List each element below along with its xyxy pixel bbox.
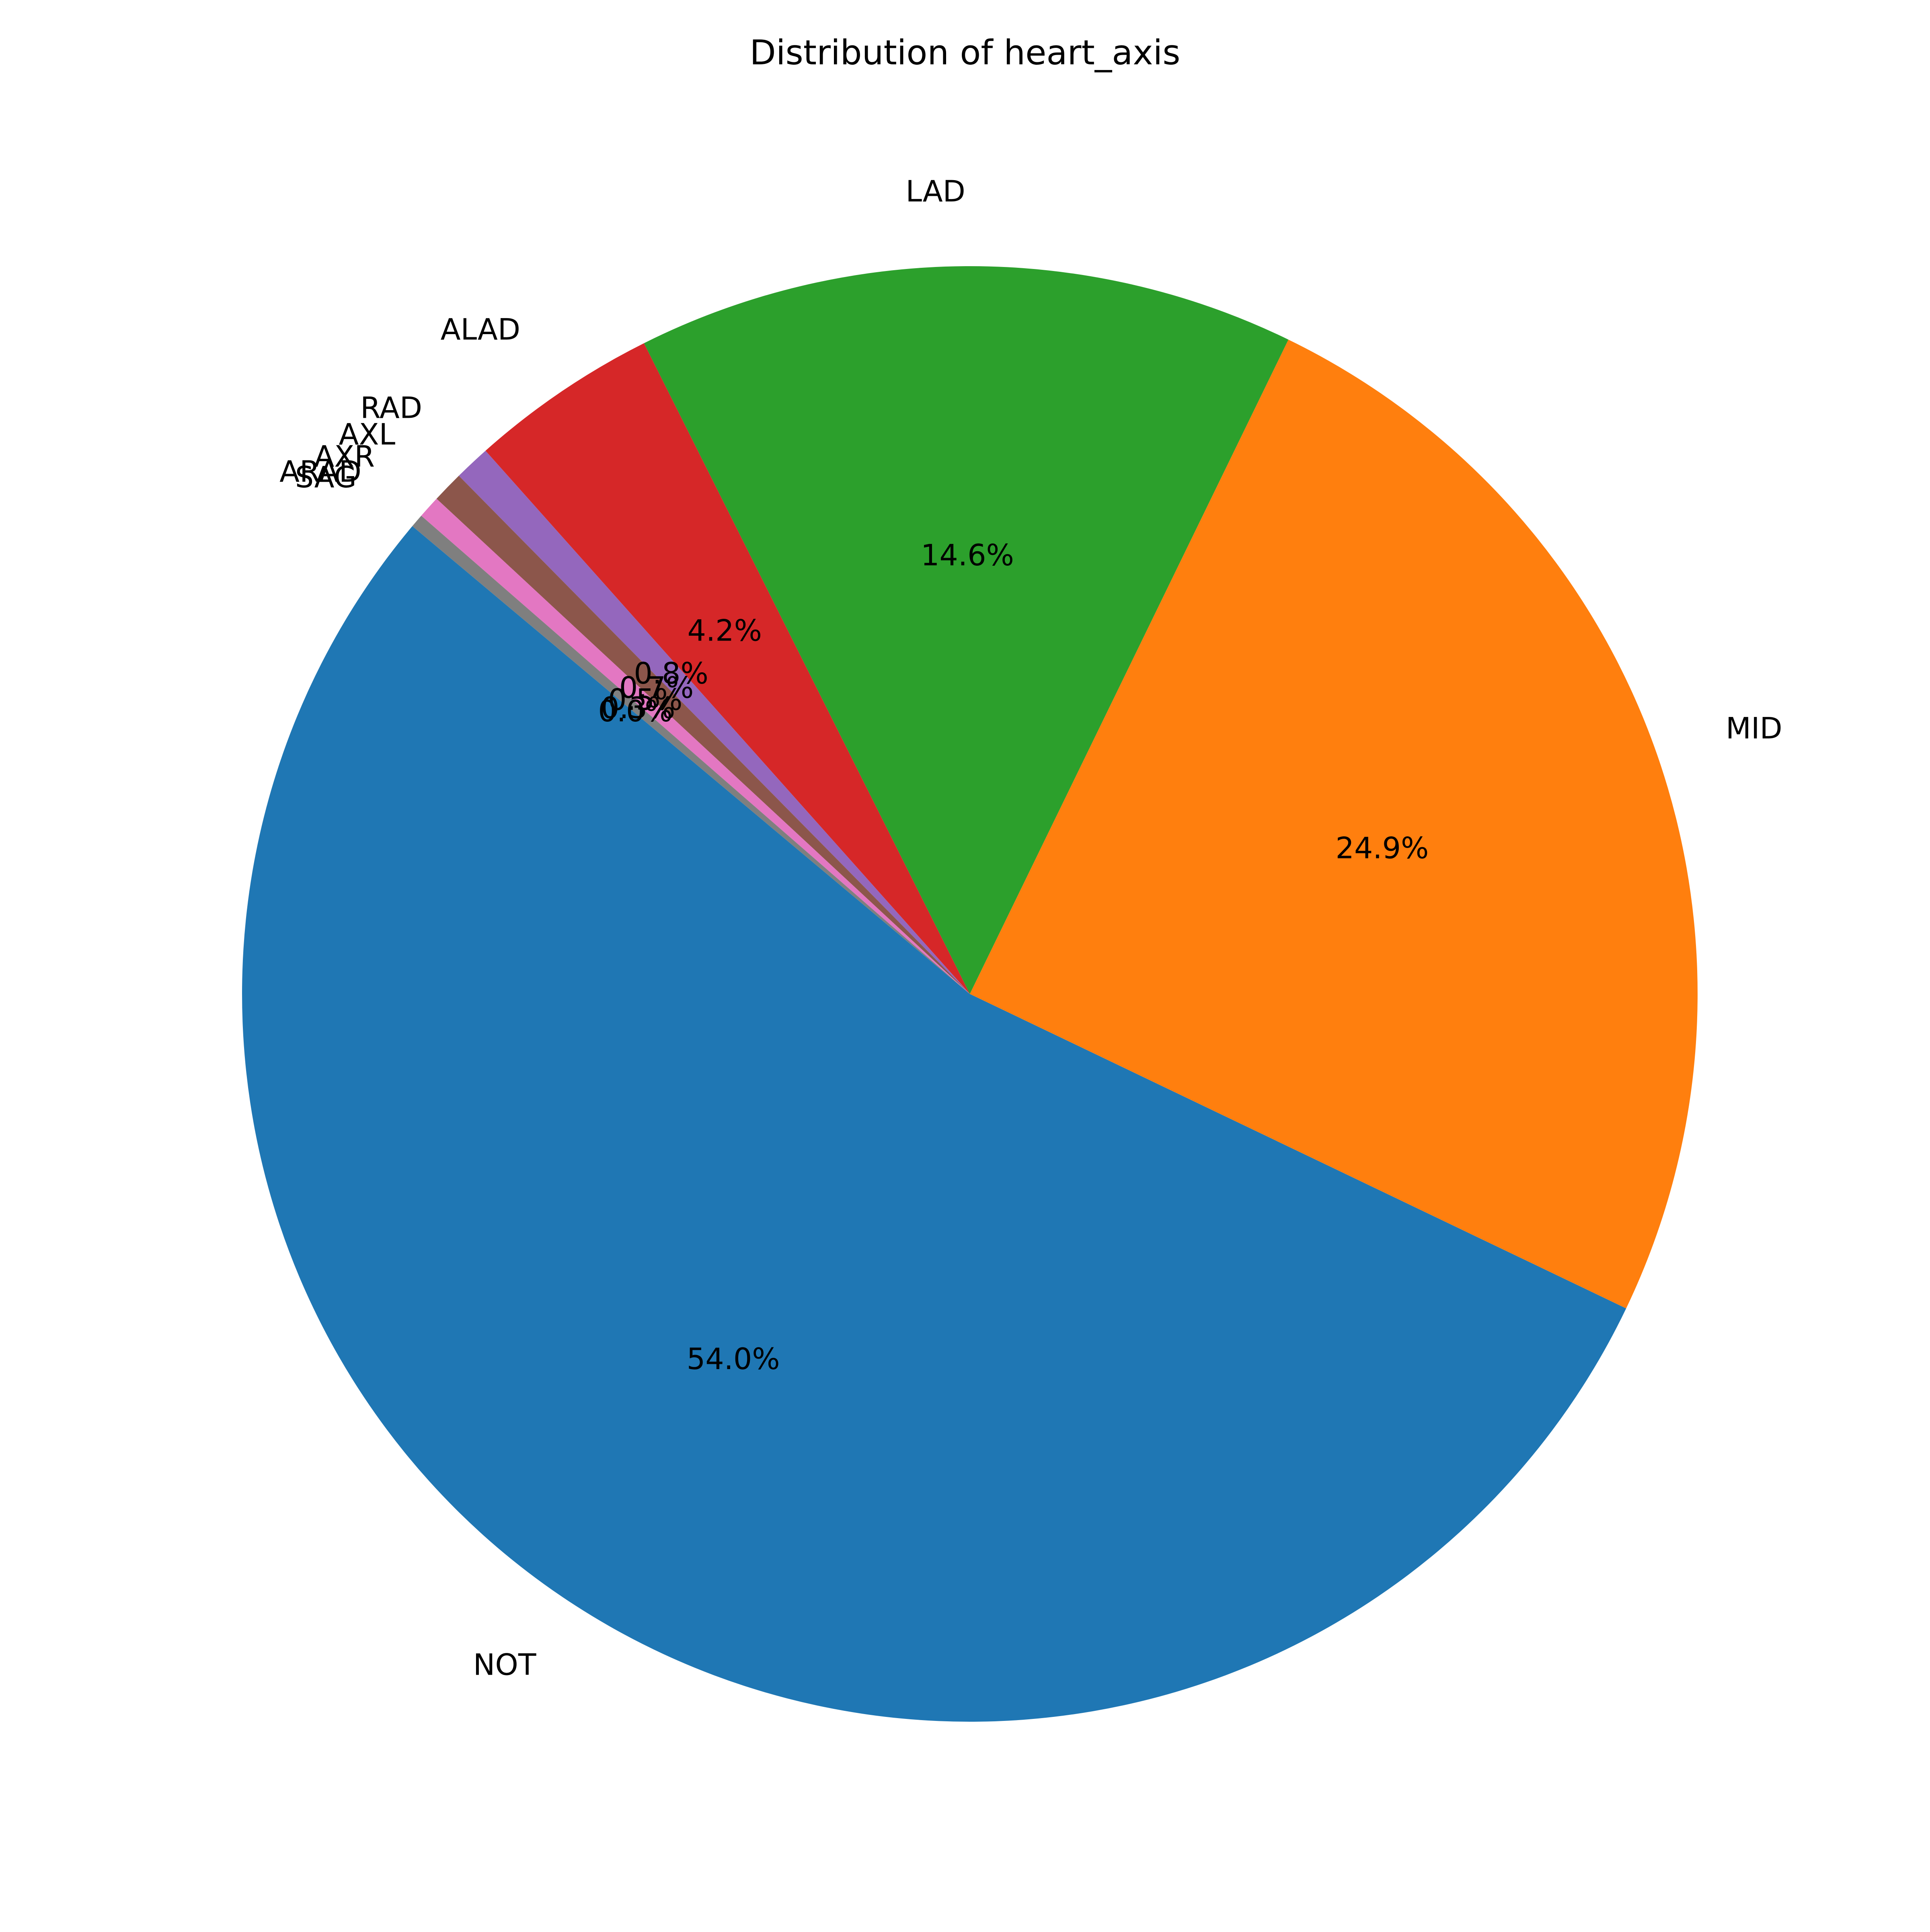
pct-label-sag: 0.0% — [598, 694, 672, 729]
pie-slice-lad — [644, 266, 1289, 994]
slice-label-rad: RAD — [360, 391, 422, 425]
chart-title: Distribution of heart_axis — [749, 33, 1180, 73]
pct-label-lad: 14.6% — [921, 538, 1014, 573]
pie-slice-axl — [436, 476, 970, 994]
labels-layer: NOT 54.0% MID 24.9% LAD 14.6% ALAD 4.2% RAD 0.8% A… — [279, 175, 1782, 1682]
pct-label-not: 54.0% — [687, 1342, 780, 1376]
pct-label-axl: 0.7% — [619, 671, 694, 705]
pct-label-arad: 0.3% — [601, 691, 675, 725]
pie-slice-mid — [970, 339, 1698, 1309]
slice-label-axr: AXR — [314, 439, 375, 474]
pct-label-mid: 24.9% — [1336, 832, 1429, 866]
pct-label-rad: 0.8% — [634, 657, 708, 691]
slice-label-alad: ALAD — [441, 313, 520, 347]
pie-slice-alad — [485, 343, 970, 994]
slice-label-mid: MID — [1726, 712, 1782, 746]
slice-label-arad: ARAD — [279, 455, 361, 489]
pie-slice-arad — [412, 515, 970, 994]
pie-slice-not — [242, 526, 1626, 1722]
pie-slice-rad — [459, 451, 970, 994]
pct-label-alad: 4.2% — [687, 614, 762, 648]
slice-label-sag: SAG — [295, 460, 357, 495]
pie-slice-axr — [421, 499, 970, 994]
slice-label-axl: AXL — [339, 417, 396, 452]
slice-label-lad: LAD — [905, 175, 965, 209]
slice-label-not: NOT — [473, 1648, 536, 1682]
slices-layer — [242, 266, 1698, 1722]
pct-label-axr: 0.5% — [608, 683, 682, 717]
